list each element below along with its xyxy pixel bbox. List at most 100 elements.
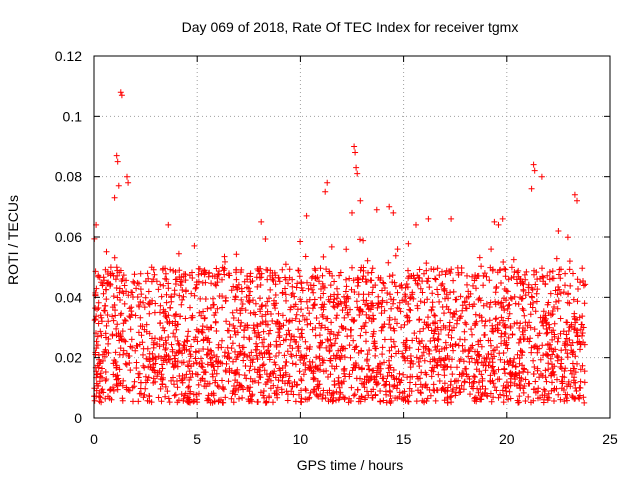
data-point [121,337,128,344]
data-point [520,365,527,372]
data-point [335,329,342,336]
data-point [250,322,257,329]
data-point [403,281,410,287]
data-point [173,326,180,333]
data-point [450,277,457,284]
data-point [122,318,129,324]
data-point [577,378,584,385]
data-point [392,283,399,290]
data-point [400,353,407,360]
data-point [95,320,102,327]
data-point [508,264,515,271]
data-point [329,363,335,370]
data-point [320,306,327,313]
data-point [186,383,192,390]
data-point [368,388,375,395]
data-point [102,266,109,273]
data-point [520,389,527,396]
data-point [432,326,439,333]
data-point [434,362,441,369]
data-point [302,253,309,260]
data-point [190,398,197,405]
data-point [404,393,411,400]
data-point [118,92,125,99]
data-point [554,305,561,312]
data-point [188,290,195,297]
data-point [247,357,254,364]
data-point [520,307,527,314]
data-point [302,386,309,392]
data-point [113,364,120,371]
data-point [246,388,253,395]
data-point [176,292,183,299]
data-point [332,335,339,342]
data-point [255,379,262,386]
data-point [425,346,432,353]
data-point [517,294,524,301]
data-point [176,348,183,355]
data-point [520,331,527,338]
data-point [309,305,316,312]
data-point [365,392,372,399]
data-point [542,374,549,381]
data-point [471,322,478,329]
data-point [514,372,520,379]
data-point [103,296,110,303]
data-point [552,287,559,294]
data-point [398,324,405,331]
data-point [358,348,365,355]
data-point [222,394,229,401]
data-point [260,388,267,394]
data-point [305,285,312,292]
data-point [545,342,551,349]
data-point [486,277,493,284]
data-point [146,392,153,399]
data-point [247,384,254,391]
data-point [232,348,238,355]
data-point [244,384,251,391]
data-point [324,179,331,186]
data-point [489,364,495,371]
data-point [129,289,136,296]
data-point [413,354,420,361]
data-point [386,369,393,376]
data-point [377,360,383,367]
data-point [221,271,228,278]
data-point [570,270,576,277]
data-point [360,381,367,387]
data-point [179,379,186,386]
data-point [197,295,204,302]
data-point [272,292,279,298]
data-point [479,375,486,382]
data-point [171,291,178,298]
data-point [342,288,349,295]
data-point [294,345,301,351]
data-point [195,271,202,278]
data-point [356,312,363,318]
data-point [516,393,523,400]
data-point [186,272,193,279]
data-point [548,329,555,336]
data-point [338,323,345,330]
data-point [172,333,178,340]
data-point [572,369,579,376]
data-point [259,302,266,309]
data-point [219,304,226,311]
data-point [465,348,472,355]
data-point [522,398,529,404]
data-point [519,295,526,302]
data-point [327,357,333,364]
data-point [303,387,309,394]
data-point [475,296,482,303]
data-point [415,375,422,382]
data-point [392,343,398,350]
data-point [514,351,521,358]
data-point [179,287,186,293]
data-point [441,387,448,394]
data-point [270,277,277,284]
data-point [434,291,441,298]
data-point [416,266,423,273]
data-point [288,351,294,358]
data-point [469,331,475,338]
data-point [269,270,276,276]
